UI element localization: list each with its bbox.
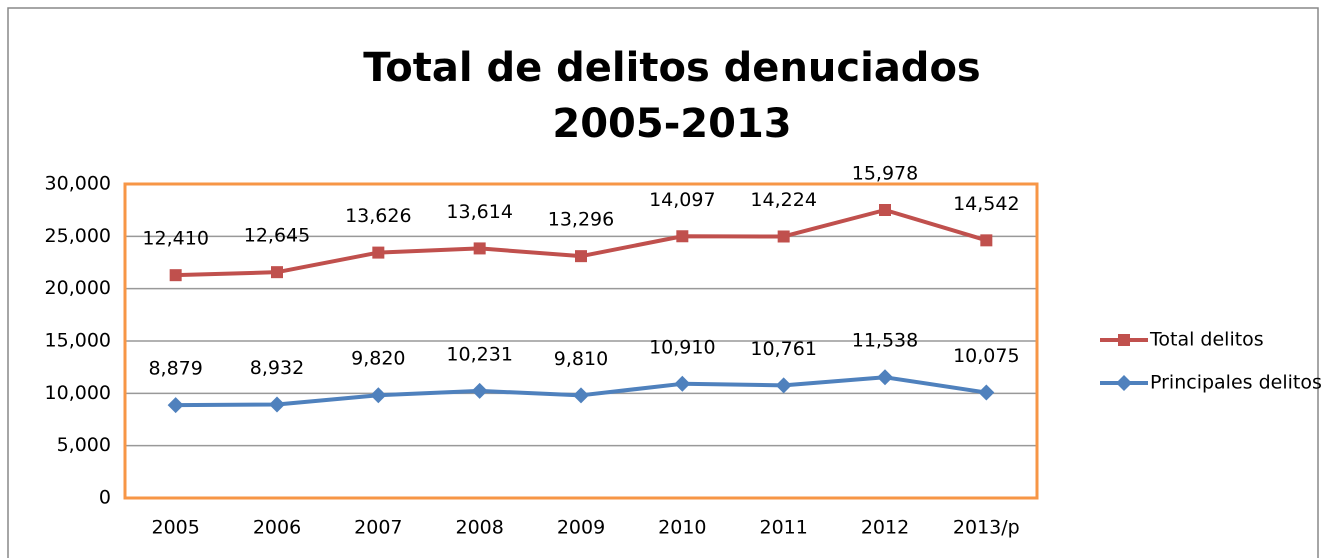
data-label: 13,626 xyxy=(345,205,411,227)
x-tick-label: 2013/p xyxy=(953,517,1020,539)
x-tick-label: 2005 xyxy=(151,517,199,539)
chart-subtitle: 2005-2013 xyxy=(552,101,791,147)
marker xyxy=(1116,375,1132,391)
marker xyxy=(775,377,792,394)
chart-border xyxy=(7,7,1319,558)
x-tick-label: 2007 xyxy=(354,517,402,539)
data-label: 8,879 xyxy=(148,358,202,380)
x-tick-label: 2008 xyxy=(455,517,503,539)
data-label: 9,820 xyxy=(351,348,405,370)
data-label: 11,538 xyxy=(852,330,918,352)
chart-title: Total de delitos denuciados xyxy=(363,45,980,91)
marker xyxy=(473,242,486,255)
data-label: 14,542 xyxy=(953,193,1019,215)
y-tick-label: 5,000 xyxy=(57,434,111,456)
x-tick-label: 2010 xyxy=(658,517,706,539)
legend-label: Principales delitos xyxy=(1150,372,1322,394)
data-label: 13,296 xyxy=(548,209,614,231)
data-label: 9,810 xyxy=(554,348,608,370)
marker xyxy=(877,369,893,386)
x-tick-label: 2012 xyxy=(861,517,909,539)
marker xyxy=(269,396,285,413)
marker xyxy=(978,384,995,401)
marker xyxy=(169,269,182,282)
marker xyxy=(879,203,891,216)
y-tick-label: 15,000 xyxy=(45,330,111,352)
marker xyxy=(777,230,790,243)
y-tick-label: 0 xyxy=(99,487,111,509)
data-label: 15,978 xyxy=(852,162,918,184)
marker xyxy=(1118,334,1130,346)
plot-border xyxy=(123,182,1039,500)
x-tick-label: 2011 xyxy=(759,517,807,539)
marker xyxy=(370,387,387,404)
marker xyxy=(471,382,488,399)
data-label: 14,097 xyxy=(649,189,715,211)
marker xyxy=(674,375,691,392)
x-tick-label: 2006 xyxy=(253,517,301,539)
y-tick-label: 25,000 xyxy=(45,225,111,247)
marker xyxy=(980,234,993,247)
marker xyxy=(167,397,184,414)
data-label: 8,932 xyxy=(250,357,304,379)
y-tick-label: 20,000 xyxy=(45,277,111,299)
data-label: 13,614 xyxy=(446,201,512,223)
x-tick-label: 2009 xyxy=(557,517,605,539)
y-tick-label: 30,000 xyxy=(45,173,111,195)
legend-label: Total delitos xyxy=(1149,329,1264,351)
y-tick-label: 10,000 xyxy=(45,382,111,404)
data-label: 10,761 xyxy=(750,338,816,360)
data-label: 12,410 xyxy=(142,228,208,250)
data-label: 10,231 xyxy=(446,343,512,365)
marker xyxy=(573,387,589,404)
data-label: 10,075 xyxy=(953,345,1019,367)
data-label: 14,224 xyxy=(750,189,816,211)
marker xyxy=(676,230,689,243)
data-label: 10,910 xyxy=(649,336,715,358)
data-label: 12,645 xyxy=(244,225,310,247)
marker xyxy=(271,266,283,279)
marker xyxy=(372,246,385,259)
marker xyxy=(575,250,587,263)
